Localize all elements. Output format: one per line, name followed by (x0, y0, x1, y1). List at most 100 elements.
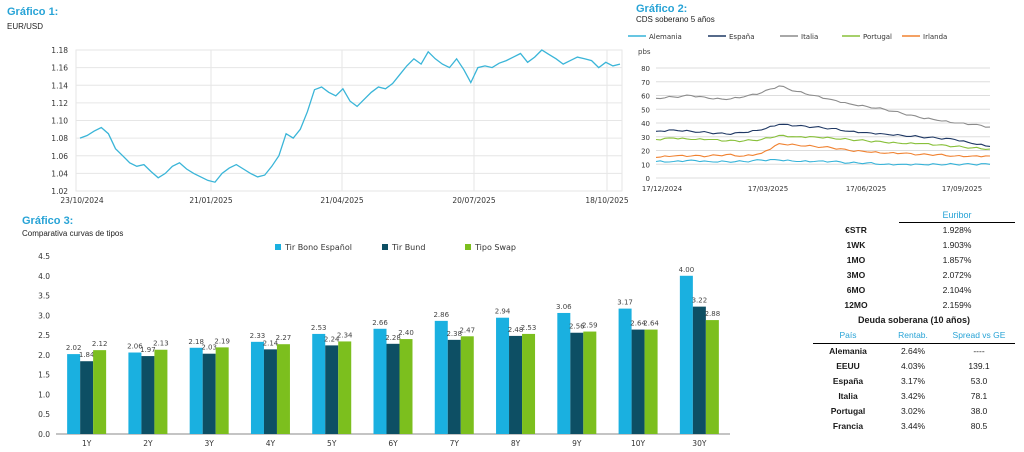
pais-cell: Italia (838, 391, 858, 401)
y-tick-label: 1.06 (51, 152, 68, 161)
euribor-header: Euribor (899, 210, 1015, 223)
y-tick-label: 60 (641, 93, 650, 101)
bar-9y-s0 (557, 312, 571, 434)
eurusd-line (79, 49, 621, 183)
pais-cell: Portugal (830, 406, 866, 416)
rentab-cell: 3.42% (900, 391, 926, 401)
x-tick-label: 21/04/2025 (320, 196, 363, 205)
cds-line-españa (655, 123, 991, 147)
y-tick-label: 0.5 (38, 410, 50, 419)
x-tick-label: 17/12/2024 (642, 185, 683, 193)
spread-cell: ---- (973, 346, 985, 356)
cds-line-alemania (655, 159, 991, 166)
data-label: 3.06 (556, 303, 572, 311)
bar-7y-s1 (447, 339, 461, 434)
y-tick-label: 20 (641, 148, 650, 156)
euribor-value: 1.903% (942, 240, 972, 250)
data-label: 2.27 (276, 334, 292, 342)
data-label: 2.24 (324, 335, 340, 343)
deuda-row: Italia 3.42% 78.1 (813, 389, 1015, 404)
yield-curves-chart: 0.0 0.5 1.0 1.5 2.0 2.5 3.0 3.5 4.0 4.5 Tir Bono E… (38, 243, 730, 448)
legend-swatch (275, 244, 281, 250)
euribor-value: 2.104% (942, 285, 972, 295)
euribor-label: 12MO (844, 300, 868, 310)
rentab-cell: 4.03% (900, 361, 926, 371)
data-label: 4.00 (679, 266, 695, 274)
y-tick-label: 0.0 (38, 430, 50, 439)
euribor-row: 1WK 1.903% (813, 238, 1015, 253)
y-tick-label: 2.5 (38, 331, 50, 340)
bar-9y-s1 (570, 332, 584, 434)
bar-10y-s2 (644, 329, 658, 434)
bar-4y-s1 (263, 349, 277, 434)
bar-4y-s2 (276, 344, 290, 434)
bar-8y-s0 (496, 317, 510, 434)
y-tick-label: 4.0 (38, 272, 50, 281)
euribor-row: 3MO 2.072% (813, 268, 1015, 283)
data-label: 2.14 (263, 339, 279, 347)
euribor-row: 12MO 2.159% (813, 298, 1015, 313)
bar-2y-s2 (154, 349, 168, 434)
col-rentab: Rentab. (883, 328, 943, 344)
data-label: 2.28 (385, 334, 401, 342)
legend-swatch (465, 244, 471, 250)
bar-1y-s0 (67, 354, 81, 434)
data-label: 2.59 (582, 322, 598, 330)
x-tick-label: 8Y (511, 439, 521, 448)
eurusd-chart: 1.02 1.04 1.06 1.08 1.10 1.12 1.14 1.16 1.18 23/1… (51, 46, 629, 205)
x-tick-label: 5Y (327, 439, 337, 448)
bar-3y-s0 (189, 347, 203, 434)
y-tick-label: 1.12 (51, 99, 68, 108)
data-label: 2.02 (66, 344, 82, 352)
euribor-row: €STR 1.928% (813, 223, 1015, 238)
data-label: 2.47 (459, 326, 475, 334)
bar-9y-s2 (583, 331, 597, 434)
data-label: 2.06 (127, 343, 143, 351)
chart3-subtitle: Comparativa curvas de tipos (22, 229, 124, 238)
x-tick-label: 4Y (266, 439, 276, 448)
y-tick-label: 2.0 (38, 351, 50, 360)
data-label: 2.12 (92, 340, 108, 348)
deuda-row: Portugal 3.02% 38.0 (813, 404, 1015, 419)
bar-5y-s0 (312, 333, 326, 434)
bar-3y-s1 (202, 353, 216, 434)
bar-6y-s2 (399, 339, 413, 434)
y-tick-label: 1.04 (51, 169, 68, 178)
data-label: 2.13 (153, 340, 169, 348)
bar-7y-s0 (434, 320, 448, 434)
pais-cell: Francia (832, 421, 864, 431)
euribor-label: €STR (845, 225, 867, 235)
euribor-label: 6MO (846, 285, 866, 295)
deuda-row: Alemania 2.64% ---- (813, 344, 1015, 360)
x-tick-label: 9Y (572, 439, 582, 448)
y-tick-label: 3.5 (38, 292, 50, 301)
x-tick-label: 10Y (631, 439, 646, 448)
bar-4y-s0 (250, 341, 264, 434)
spread-cell: 78.1 (970, 391, 988, 401)
deuda-header: Deuda soberana (10 años) (857, 315, 971, 325)
data-label: 2.19 (214, 337, 230, 345)
cds-line-italia (655, 85, 991, 128)
rentab-cell: 3.17% (900, 376, 926, 386)
bar-2y-s1 (141, 356, 155, 434)
y-tick-label: 1.16 (51, 64, 68, 73)
y-tick-label: 1.10 (51, 117, 68, 126)
y-tick-label: 1.0 (38, 390, 50, 399)
rentab-cell: 3.44% (900, 421, 926, 431)
bar-30y-s0 (679, 275, 693, 434)
x-tick-label: 23/10/2024 (60, 196, 103, 205)
data-label: 3.17 (617, 299, 633, 307)
data-label: 2.33 (250, 332, 266, 340)
bar-7y-s2 (460, 336, 474, 434)
rentab-cell: 2.64% (900, 346, 926, 356)
bar-10y-s1 (631, 329, 645, 434)
spread-cell: 139.1 (968, 361, 990, 371)
rentab-cell: 3.02% (900, 406, 926, 416)
euribor-value: 1.857% (942, 255, 972, 265)
x-tick-label: 20/07/2025 (452, 196, 495, 205)
euribor-value: 1.928% (942, 225, 972, 235)
x-tick-label: 6Y (388, 439, 398, 448)
bar-8y-s1 (509, 335, 523, 434)
euribor-label: 3MO (846, 270, 866, 280)
legend-swatch (382, 244, 388, 250)
